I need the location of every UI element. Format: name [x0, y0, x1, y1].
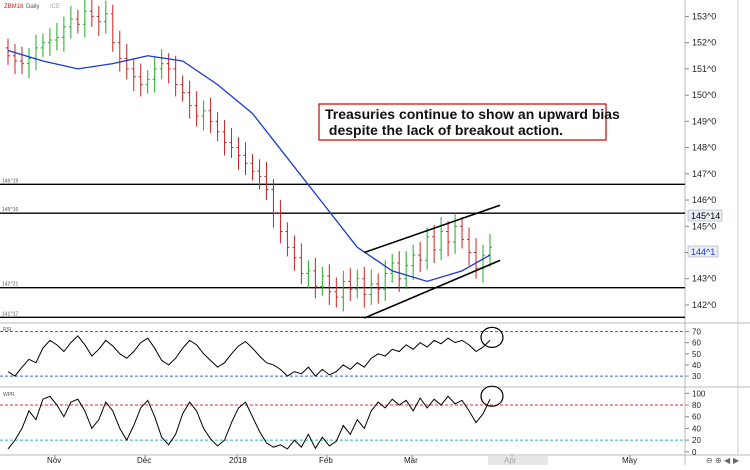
horizontal-level-label: 145^16: [2, 207, 18, 213]
toolbar-button[interactable]: ⊖: [706, 456, 713, 465]
time-tick-label: Nov: [47, 456, 61, 465]
time-scroll-band: [488, 456, 548, 465]
price-tick-label: 143^0: [692, 274, 716, 284]
wpr-tick-label: 40: [692, 424, 701, 433]
rsi-tick-label: 60: [692, 339, 701, 348]
level-price-label-box: [687, 209, 723, 222]
symbol-label: ZBM18: [4, 4, 24, 10]
rsi-highlight-circle: [480, 326, 504, 348]
channel-trend-line: [363, 204, 501, 254]
rsi-tick-label: 50: [692, 350, 701, 359]
level-price-label: 145^14: [691, 211, 720, 221]
horizontal-level-label: 146^19: [2, 178, 18, 184]
time-tick-label: Dec: [137, 456, 151, 465]
time-tick-label: May: [622, 456, 637, 465]
price-tick-label: 149^0: [692, 116, 716, 126]
annotation-line-2: despite the lack of breakout action.: [325, 122, 563, 138]
chart-toolbar: ⊖ ⊕ ◀ ▶: [706, 456, 740, 465]
wpr-tick-label: 20: [692, 436, 701, 445]
horizontal-level-label: 141^17: [2, 311, 18, 317]
wpr-tick-label: 100: [692, 389, 706, 398]
rsi-tick-label: 70: [692, 327, 701, 336]
wpr-panel-label: WPR: [3, 392, 15, 398]
wpr-tick-label: 60: [692, 413, 701, 422]
time-tick-label: Mar: [404, 456, 418, 465]
price-tick-label: 142^0: [692, 300, 716, 310]
price-tick-label: 145^0: [692, 221, 716, 231]
price-tick-label: 150^0: [692, 90, 716, 100]
time-tick-label: Feb: [319, 456, 333, 465]
price-tick-label: 147^0: [692, 169, 716, 179]
time-tick-label: 2018: [229, 456, 247, 465]
toolbar-button[interactable]: ▶: [733, 456, 740, 465]
source-label: ICE: [50, 4, 60, 10]
current-price-label-box: [687, 245, 719, 258]
rsi-line: [7, 335, 491, 377]
wpr-line: [7, 395, 491, 450]
toolbar-button[interactable]: ◀: [724, 456, 731, 465]
annotation-line-1: Treasuries continue to show an upward bi…: [325, 106, 620, 122]
price-tick-label: 148^0: [692, 143, 716, 153]
price-tick-label: 151^0: [692, 64, 716, 74]
annotation-box: [318, 103, 607, 141]
price-tick-label: 146^0: [692, 195, 716, 205]
price-tick-label: 152^0: [692, 38, 716, 48]
wpr-highlight-circle: [480, 385, 504, 407]
rsi-tick-label: 30: [692, 372, 701, 381]
toolbar-button[interactable]: ⊕: [715, 456, 722, 465]
wpr-tick-label: 80: [692, 401, 701, 410]
current-price-label: 144^1: [691, 247, 715, 257]
rsi-tick-label: 40: [692, 361, 701, 370]
moving-average-line: [7, 49, 491, 283]
rsi-panel-label: RSI: [3, 327, 11, 333]
price-tick-label: 153^0: [692, 11, 716, 21]
wpr-tick-label: 0: [692, 448, 697, 457]
interval-label: Daily: [26, 4, 39, 10]
channel-trend-line: [363, 259, 501, 319]
horizontal-level-label: 142^21: [2, 282, 18, 288]
